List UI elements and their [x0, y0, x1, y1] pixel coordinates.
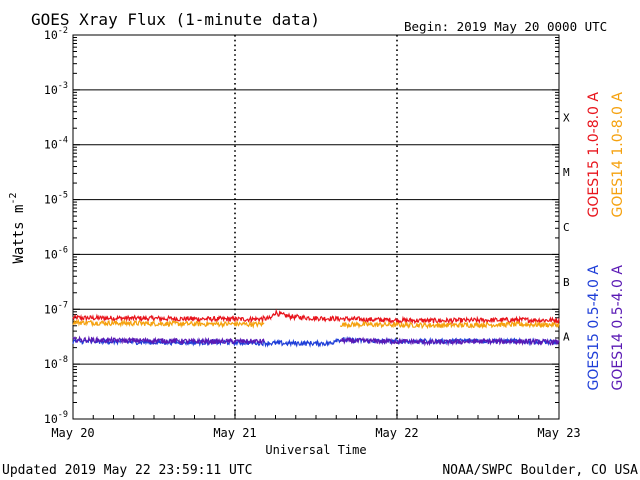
- flare-class-label: M: [563, 166, 570, 179]
- series-line: [72, 308, 560, 325]
- flare-class-label: C: [563, 221, 570, 234]
- y-axis-label: Watts m: [11, 205, 27, 264]
- flare-class-label: A: [563, 331, 570, 344]
- begin-label: Begin: 2019 May 20 0000 UTC: [404, 19, 607, 34]
- y-axis-label-group: Watts m-2: [8, 192, 27, 263]
- y-axis-label-exponent: -2: [8, 192, 19, 204]
- y-tick-label: 10-9: [44, 410, 68, 426]
- updated-timestamp: Updated 2019 May 22 23:59:11 UTC: [2, 463, 252, 478]
- series-line: [72, 335, 265, 346]
- y-axis-ticks: 10-9 10-8 10-7 10-6 10-5 10-4 10-3 10-2: [44, 26, 559, 426]
- x-axis-label: Universal Time: [265, 443, 366, 457]
- flare-class-label: X: [563, 111, 570, 124]
- y-tick-label: 10-3: [44, 81, 68, 97]
- x-tick-label: May 23: [537, 426, 580, 440]
- x-tick-label: May 20: [51, 426, 94, 440]
- y-tick-label: 10-4: [44, 136, 68, 152]
- y-tick-label: 10-2: [44, 26, 68, 42]
- flare-class-labels: A B C M X: [563, 111, 570, 343]
- y-tick-label: 10-8: [44, 355, 68, 371]
- series-line: [72, 336, 560, 348]
- x-tick-label: May 21: [213, 426, 256, 440]
- flare-class-label: B: [563, 276, 570, 289]
- legend-entry: GOES15 1.0-8.0 A: [586, 92, 602, 218]
- legend-entry: GOES14 0.5-4.0 A: [610, 265, 626, 391]
- x-tick-label: May 22: [375, 426, 418, 440]
- series-line: [339, 336, 560, 347]
- y-tick-label: 10-6: [44, 245, 68, 261]
- svg-text:Watts m-2: Watts m-2: [8, 192, 27, 263]
- credit-label: NOAA/SWPC Boulder, CO USA: [442, 463, 638, 478]
- y-tick-label: 10-5: [44, 191, 68, 207]
- chart-title: GOES Xray Flux (1-minute data): [31, 10, 320, 29]
- legend: GOES15 1.0-8.0 A GOES14 1.0-8.0 A GOES15 0…: [586, 92, 626, 391]
- data-series: [72, 308, 560, 348]
- legend-entry: GOES15 0.5-4.0 A: [586, 265, 602, 391]
- legend-entry: GOES14 1.0-8.0 A: [610, 92, 626, 218]
- y-tick-label: 10-7: [44, 300, 68, 316]
- x-axis-ticks: May 20 May 21 May 22 May 23: [51, 411, 581, 440]
- series-line: [339, 319, 560, 330]
- plot-frame: [72, 34, 560, 420]
- series-line: [72, 318, 265, 329]
- grid-lines: [73, 35, 559, 419]
